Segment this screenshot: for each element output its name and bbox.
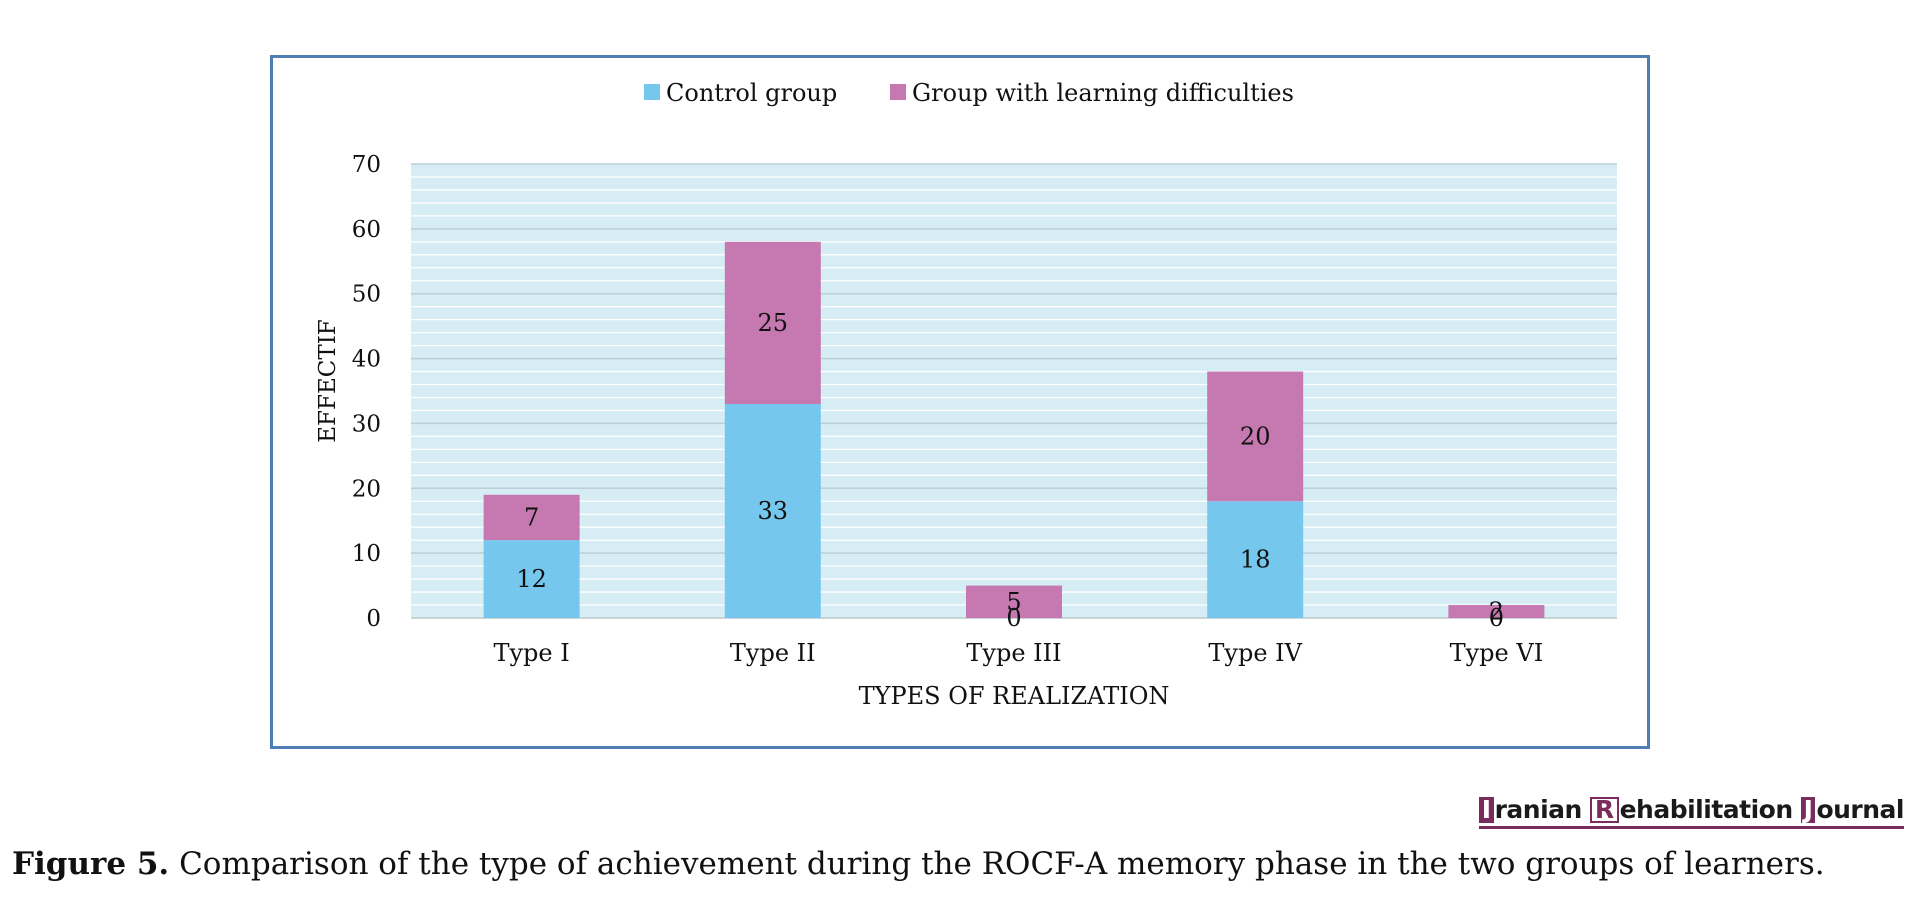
logo-word-iranian: ranian [1494,795,1583,824]
legend-swatch-learning-difficulties [890,84,906,100]
bar-learning-difficulties [483,494,580,541]
logo-word-rehabilitation: ehabilitation [1619,795,1794,824]
data-label: 33 [758,497,789,525]
data-label: 0 [1489,604,1504,632]
bar-control [1207,501,1304,618]
data-label: 12 [516,565,547,593]
y-tick-label: 10 [352,541,381,567]
x-tick-label: Type II [730,639,816,667]
legend-label-learning-difficulties: Group with learning difficulties [912,79,1294,107]
x-tick-label: Type III [966,639,1061,667]
x-tick-label: Type I [493,639,569,667]
figure-caption-text: Comparison of the type of achievement du… [179,846,1825,882]
figure-caption-label: Figure 5. [12,846,170,882]
x-axis-title: TYPES OF REALIZATION [859,682,1170,710]
figure-caption: Figure 5. Comparison of the type of achi… [12,846,1902,882]
y-tick-label: 40 [352,347,381,373]
plot-area [411,164,1617,618]
y-tick-label: 30 [352,411,381,437]
bar-learning-difficulties [966,585,1062,618]
logo-initial-r: R [1589,797,1619,823]
data-label: 5 [1006,588,1021,616]
logo-initial-j: J [1800,797,1816,823]
legend-label-control: Control group [666,79,837,107]
y-tick-label: 60 [352,217,381,243]
bar-learning-difficulties [1448,605,1545,618]
y-tick-label: 70 [352,152,381,178]
data-label: 20 [1240,422,1271,450]
bar-control [724,403,821,618]
logo-word-journal: ournal [1816,795,1904,824]
y-tick-label: 20 [352,476,381,502]
x-tick-label: Type VI [1450,639,1544,667]
data-label: 25 [758,309,789,337]
y-tick-label: 50 [352,282,381,308]
data-label: 7 [524,503,539,531]
bar-learning-difficulties [724,241,821,404]
y-axis-title: EFFECTIF [315,319,341,442]
data-label: 18 [1240,546,1271,574]
legend-swatch-control [644,84,660,100]
bar-control [483,540,580,618]
data-label: 2 [1489,598,1504,626]
logo-initial-i: I [1478,797,1494,823]
x-tick-label: Type IV [1208,639,1302,667]
y-tick-label: 0 [366,606,381,632]
data-label: 0 [1006,604,1021,632]
bar-learning-difficulties [1207,371,1304,502]
chart-frame: 0 10 20 30 40 50 60 70 12 7 Type I 33 25 Type II 0 5 Typ… [270,55,1650,749]
